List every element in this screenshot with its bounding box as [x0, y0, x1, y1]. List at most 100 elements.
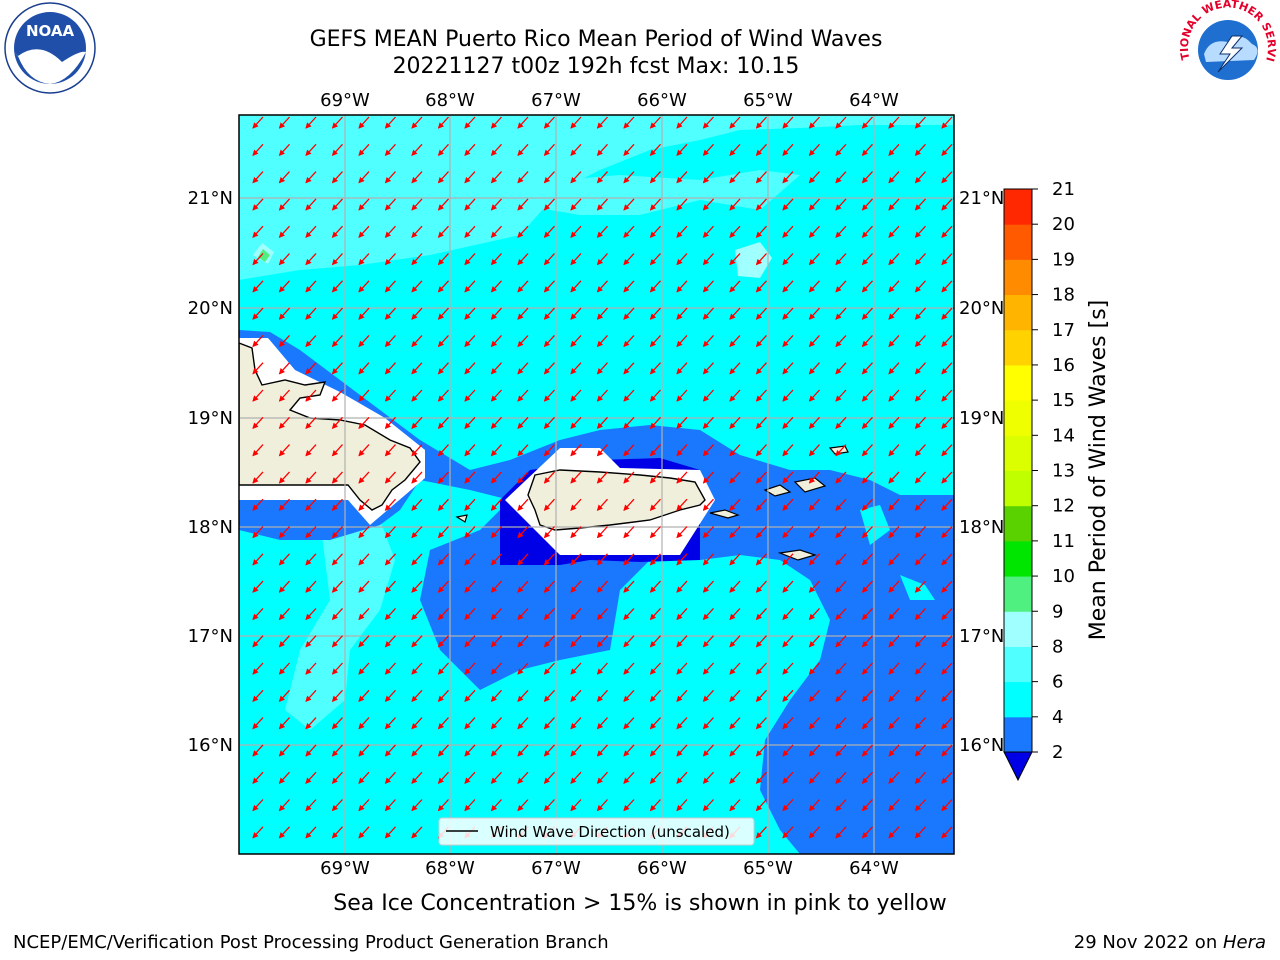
wind-wave-arrow: [411, 498, 423, 511]
wind-wave-arrow: [649, 389, 661, 402]
lat-right-label: 20°N: [959, 298, 1004, 319]
wind-wave-arrow: [702, 198, 714, 211]
wind-wave-arrow: [384, 225, 396, 238]
wind-wave-arrow: [358, 662, 370, 675]
wind-wave-arrow: [941, 253, 953, 266]
wind-wave-arrow: [437, 771, 449, 784]
wind-wave-arrow: [543, 717, 555, 730]
wind-wave-arrow: [305, 526, 317, 539]
wind-wave-arrow: [517, 771, 529, 784]
wind-wave-arrow: [782, 771, 794, 784]
wind-wave-arrow: [437, 198, 449, 211]
wind-wave-arrow: [570, 143, 582, 157]
colorbar-segment: [1004, 189, 1032, 225]
wind-wave-arrow: [649, 580, 661, 593]
wind-wave-arrow: [623, 280, 635, 293]
wind-wave-arrow: [464, 471, 476, 484]
wind-wave-arrow: [570, 771, 582, 784]
wind-wave-arrow: [543, 198, 555, 211]
wind-wave-arrow: [808, 744, 820, 757]
wind-wave-arrow: [358, 307, 370, 320]
wind-wave-arrow: [278, 116, 290, 129]
wind-wave-arrow: [914, 362, 926, 375]
wind-wave-arrow: [464, 389, 476, 402]
wind-wave-arrow: [517, 389, 529, 402]
wind-wave-arrow: [464, 635, 476, 648]
wind-wave-arrow: [861, 471, 873, 484]
wind-wave-arrow: [358, 416, 370, 430]
wind-wave-arrow: [861, 771, 873, 784]
colorbar-segment: [1004, 576, 1032, 612]
wind-wave-arrow: [888, 580, 900, 593]
wind-wave-arrow: [384, 116, 396, 129]
wind-wave-arrow: [464, 116, 476, 129]
wind-wave-arrow: [808, 635, 820, 648]
wind-wave-arrow: [861, 225, 873, 238]
wind-wave-arrow: [543, 362, 555, 375]
wind-wave-arrow: [596, 580, 608, 593]
wind-wave-arrow: [914, 607, 926, 621]
colorbar-under-triangle: [1003, 751, 1033, 782]
wind-wave-arrow: [543, 662, 555, 675]
lon-bottom-label: 66°W: [637, 858, 687, 879]
wind-wave-arrow: [623, 471, 635, 484]
colorbar-tick-label: 15: [1052, 390, 1075, 411]
wind-wave-arrow: [517, 471, 529, 484]
wind-wave-arrow: [888, 362, 900, 375]
colorbar-segment: [1004, 505, 1032, 542]
wind-wave-arrow: [411, 116, 423, 129]
wind-wave-arrow: [676, 717, 688, 730]
wind-wave-arrow: [331, 143, 343, 157]
wind-wave-arrow: [702, 607, 714, 621]
wind-wave-arrow: [305, 253, 317, 266]
wind-wave-arrow: [252, 689, 264, 703]
wind-wave-arrow: [358, 471, 370, 484]
wind-wave-arrow: [464, 225, 476, 238]
wind-wave-arrow: [437, 662, 449, 675]
wind-wave-arrow: [676, 580, 688, 593]
wind-wave-arrow: [517, 607, 529, 621]
wind-wave-arrow: [702, 389, 714, 402]
lat-right-label: 21°N: [959, 188, 1004, 209]
wind-wave-arrow: [729, 580, 741, 593]
wind-wave-arrow: [888, 635, 900, 648]
wind-wave-arrow: [437, 580, 449, 593]
wind-wave-arrow: [570, 362, 582, 375]
wind-wave-arrow: [252, 116, 264, 129]
wind-wave-arrow: [808, 662, 820, 675]
wind-wave-arrow: [490, 635, 502, 648]
wind-wave-arrow: [676, 771, 688, 784]
wind-wave-arrow: [649, 143, 661, 157]
wind-wave-arrow: [278, 334, 290, 348]
wind-wave-arrow: [437, 416, 449, 430]
wind-wave-arrow: [676, 526, 688, 539]
wind-wave-arrow: [808, 307, 820, 320]
nws-logo: NATIONAL WEATHER SERVICE: [0, 0, 1278, 94]
wind-wave-arrow: [888, 444, 900, 457]
wind-wave-arrow: [755, 225, 767, 238]
wind-wave-arrow: [305, 826, 317, 839]
wind-wave-arrow: [808, 416, 820, 430]
wind-wave-arrow: [729, 171, 741, 184]
wind-wave-arrow: [570, 444, 582, 457]
wind-wave-arrow: [252, 498, 264, 511]
wind-wave-arrow: [437, 689, 449, 703]
wind-wave-arrow: [517, 225, 529, 238]
wind-wave-arrow: [596, 280, 608, 293]
wind-wave-arrow: [941, 225, 953, 238]
wind-wave-arrow: [358, 389, 370, 402]
wind-wave-arrow: [835, 389, 847, 402]
wind-wave-arrow: [543, 471, 555, 484]
colorbar-segment: [1004, 400, 1032, 436]
wind-wave-arrow: [278, 253, 290, 266]
colorbar-tick-label: 6: [1052, 672, 1063, 693]
wind-wave-arrow: [782, 744, 794, 757]
wind-wave-arrow: [729, 553, 741, 566]
wind-wave-arrow: [914, 826, 926, 839]
wind-wave-arrow: [437, 253, 449, 266]
wind-wave-arrow: [596, 171, 608, 184]
wind-wave-arrow: [941, 580, 953, 593]
wind-wave-arrow: [570, 171, 582, 184]
colorbar-segment: [1004, 470, 1032, 507]
plot-frame: [238, 114, 955, 855]
